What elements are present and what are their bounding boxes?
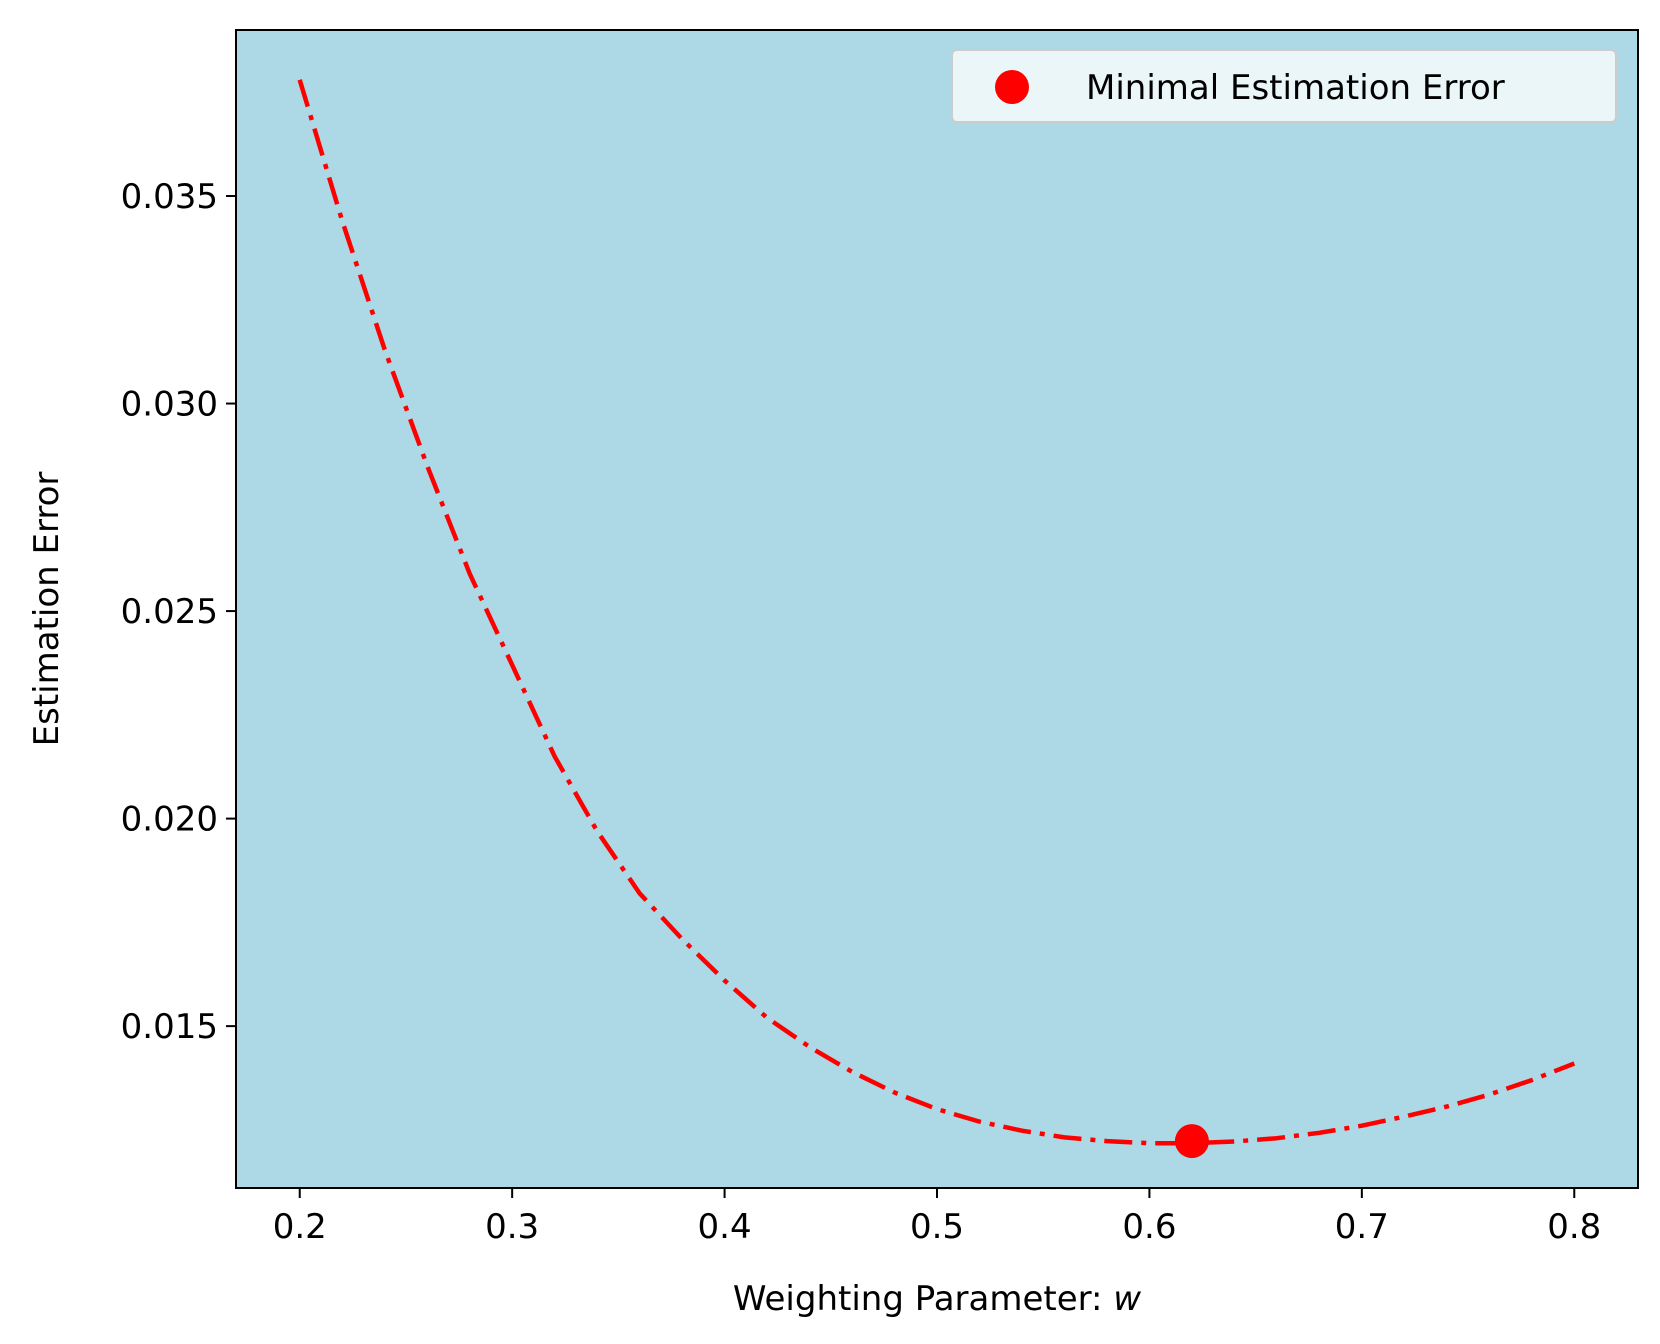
plot-area bbox=[236, 30, 1638, 1188]
y-axis: 0.015 0.020 0.025 0.030 0.035 bbox=[121, 177, 236, 1047]
y-axis-label: Estimation Error bbox=[27, 472, 67, 747]
x-tick-label: 0.5 bbox=[910, 1207, 964, 1247]
x-tick-label: 0.7 bbox=[1335, 1207, 1389, 1247]
x-tick-label: 0.2 bbox=[273, 1207, 327, 1247]
x-tick-label: 0.3 bbox=[485, 1207, 539, 1247]
x-axis-label-text: Weighting Parameter: bbox=[733, 1279, 1113, 1319]
y-tick-label: 0.025 bbox=[121, 592, 218, 632]
x-axis: 0.2 0.3 0.4 0.5 0.6 0.7 0.8 bbox=[273, 1188, 1601, 1247]
x-tick-label: 0.4 bbox=[698, 1207, 752, 1247]
minimal-error-point bbox=[1174, 1124, 1209, 1159]
x-tick-label: 0.8 bbox=[1547, 1207, 1601, 1247]
curve-layer bbox=[297, 79, 1576, 1146]
y-tick-label: 0.015 bbox=[121, 1007, 218, 1047]
marker-layer bbox=[1174, 1124, 1209, 1159]
legend-box bbox=[951, 49, 1617, 123]
x-axis-label: Weighting Parameter: w bbox=[733, 1279, 1141, 1319]
x-tick-label: 0.6 bbox=[1122, 1207, 1176, 1247]
y-tick-label: 0.030 bbox=[121, 385, 218, 425]
error-curve-line bbox=[297, 79, 1576, 1146]
y-tick-label: 0.035 bbox=[121, 177, 218, 217]
x-axis-label-variable: w bbox=[1113, 1279, 1141, 1319]
legend: Minimal Estimation Error bbox=[951, 49, 1617, 123]
legend-marker bbox=[995, 70, 1029, 104]
y-tick-label: 0.020 bbox=[121, 800, 218, 840]
legend-label: Minimal Estimation Error bbox=[1086, 68, 1505, 108]
